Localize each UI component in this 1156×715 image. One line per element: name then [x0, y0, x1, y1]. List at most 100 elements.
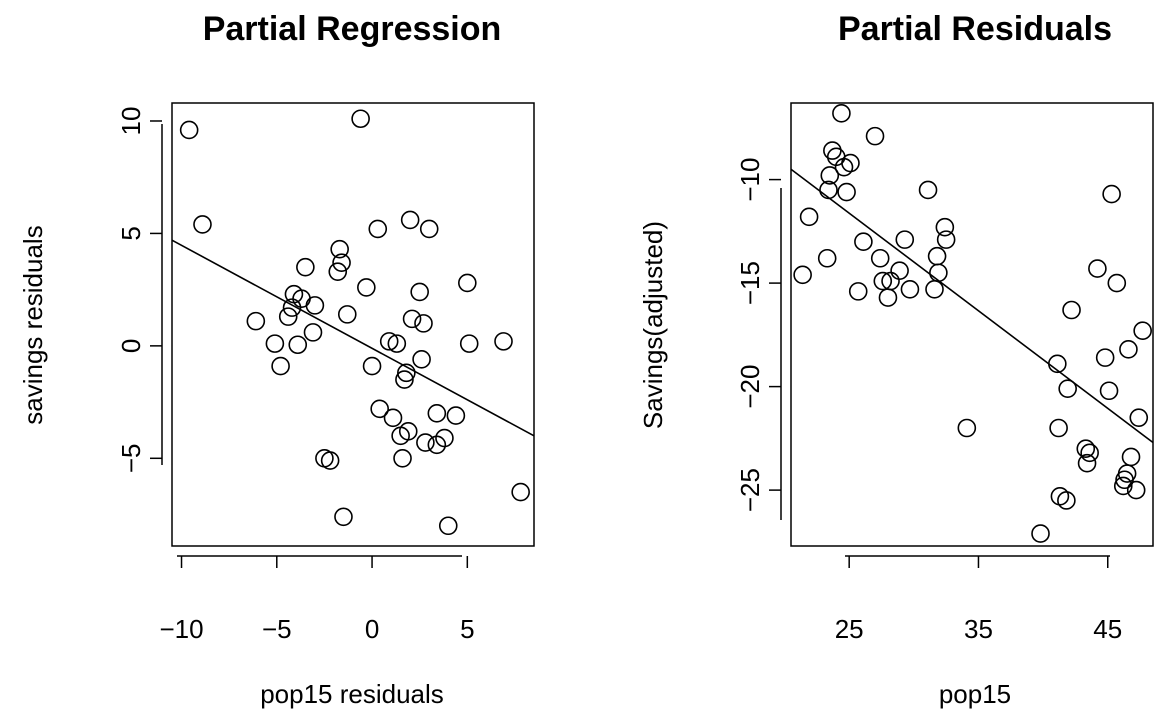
y-tick-label: −15	[735, 261, 765, 305]
data-point	[193, 215, 212, 234]
data-point	[370, 399, 389, 419]
points	[179, 109, 530, 536]
data-point	[870, 248, 890, 268]
data-point	[1117, 464, 1137, 483]
data-point	[925, 280, 944, 299]
data-point	[1119, 340, 1138, 359]
data-point	[357, 278, 376, 297]
data-point	[1126, 480, 1146, 500]
data-point	[957, 418, 977, 438]
data-point	[296, 257, 315, 277]
data-point	[820, 166, 840, 185]
x-tick-label: −10	[159, 614, 203, 644]
y-tick-label: −20	[735, 365, 765, 409]
data-point	[334, 507, 353, 527]
data-point	[416, 433, 435, 452]
x-tick-label: 5	[460, 614, 474, 644]
data-point	[1049, 418, 1068, 438]
x-ticks: 25 35 45	[835, 556, 1122, 644]
data-point	[1077, 453, 1097, 473]
data-point	[379, 332, 399, 351]
data-point	[793, 265, 812, 285]
data-point	[446, 406, 466, 425]
y-axis-label: Savings(adjusted)	[638, 221, 668, 429]
y-tick-label: −10	[735, 158, 765, 202]
data-point	[929, 263, 948, 283]
x-tick-label: −5	[262, 614, 292, 644]
data-point	[351, 109, 370, 129]
data-point	[841, 153, 860, 173]
data-point	[395, 370, 414, 389]
data-point	[438, 516, 458, 536]
data-point	[918, 180, 938, 200]
data-point	[511, 482, 530, 502]
data-point	[303, 323, 323, 342]
panel-partial-residuals: Partial Residuals pop15 Savings(adjusted…	[638, 10, 1154, 709]
data-point	[1088, 259, 1107, 278]
data-point	[1095, 348, 1115, 367]
x-tick-label: 25	[835, 614, 864, 644]
data-point	[927, 246, 947, 266]
data-point	[328, 262, 348, 281]
data-point	[368, 219, 388, 239]
x-axis-label: pop15	[939, 679, 1011, 709]
y-tick-label: −25	[735, 468, 765, 512]
y-tick-label: 10	[116, 107, 146, 136]
data-point	[410, 282, 429, 302]
data-point	[1107, 273, 1127, 293]
data-point	[494, 332, 513, 351]
data-point	[865, 126, 885, 146]
y-tick-label: 5	[116, 226, 146, 240]
x-tick-label: 35	[964, 614, 993, 644]
data-point	[397, 363, 416, 383]
panel-partial-regression: Partial Regression pop15 residuals savin…	[18, 10, 535, 709]
data-point	[935, 217, 955, 237]
data-point	[1076, 439, 1096, 459]
data-point	[179, 120, 199, 140]
plot-frame	[790, 102, 1154, 547]
data-point	[332, 253, 351, 272]
x-axis-label: pop15 residuals	[260, 679, 444, 709]
data-point	[265, 334, 285, 353]
data-point	[936, 230, 956, 249]
data-point	[1080, 443, 1099, 463]
data-point	[288, 335, 308, 355]
data-point	[362, 356, 382, 376]
data-point	[246, 311, 266, 331]
data-point	[895, 230, 915, 249]
data-point	[305, 296, 325, 315]
chart-title: Partial Residuals	[838, 10, 1112, 48]
data-point	[398, 422, 418, 441]
data-point	[900, 280, 920, 299]
data-point	[278, 307, 298, 326]
points	[793, 104, 1152, 543]
data-point	[1099, 381, 1119, 401]
data-point	[1113, 476, 1133, 496]
data-point	[383, 408, 403, 428]
data-point	[1129, 408, 1149, 427]
data-point	[1057, 491, 1076, 510]
x-tick-label: 45	[1093, 614, 1122, 644]
data-point	[427, 404, 447, 423]
fit-line	[790, 168, 1154, 444]
data-point	[1031, 524, 1050, 543]
data-point	[832, 104, 851, 123]
y-ticks: −5 0 5 10	[116, 107, 162, 473]
data-point	[837, 182, 856, 202]
data-point	[330, 239, 349, 259]
data-point	[419, 219, 439, 239]
data-point	[393, 448, 412, 468]
data-point	[1102, 184, 1121, 204]
data-point	[1133, 321, 1152, 341]
data-point	[878, 288, 898, 307]
data-point	[387, 334, 407, 353]
data-point	[823, 141, 842, 160]
data-point	[854, 232, 873, 251]
data-point	[412, 350, 431, 369]
data-point	[1058, 379, 1077, 398]
chart-title: Partial Regression	[203, 10, 502, 48]
x-ticks: −10 −5 0 5	[159, 556, 475, 644]
data-point	[414, 314, 433, 333]
fit-line	[171, 239, 535, 437]
y-axis-label: savings residuals	[18, 225, 48, 424]
